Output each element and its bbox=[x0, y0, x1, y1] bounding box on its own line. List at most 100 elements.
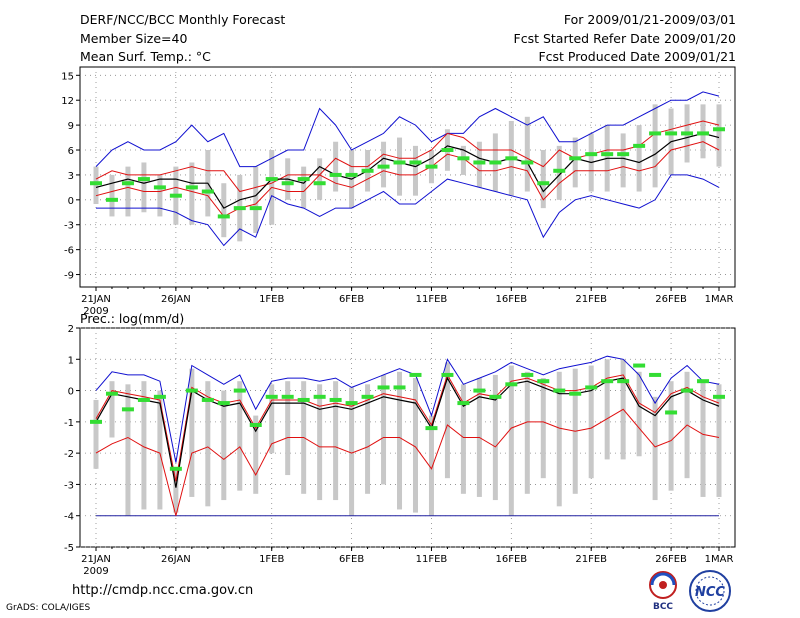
observation-marker bbox=[233, 206, 246, 211]
observation-marker bbox=[297, 397, 310, 402]
observation-marker bbox=[665, 131, 678, 136]
spread-bar bbox=[109, 381, 115, 438]
observation-marker bbox=[697, 379, 710, 384]
spread-bar bbox=[540, 378, 546, 479]
spread-bar bbox=[365, 384, 371, 494]
observation-marker bbox=[281, 181, 294, 186]
spread-bar bbox=[125, 384, 131, 516]
x-tick-label: 16FEB bbox=[496, 554, 528, 565]
series-mean-line bbox=[95, 376, 720, 488]
x-tick-label: 21JAN bbox=[81, 554, 111, 565]
forecast-title: DERF/NCC/BCC Monthly Forecast bbox=[80, 12, 286, 27]
observation-marker bbox=[473, 160, 486, 165]
y-tick-label: -1 bbox=[64, 418, 74, 429]
spread-bar bbox=[221, 390, 227, 501]
spread-bar bbox=[125, 166, 131, 217]
observation-marker bbox=[121, 181, 134, 186]
ncc-logo-text: NCC bbox=[695, 585, 725, 600]
observation-marker bbox=[489, 160, 502, 165]
spread-bar bbox=[460, 384, 466, 494]
observation-marker bbox=[489, 394, 502, 399]
spread-bar bbox=[700, 104, 706, 159]
observation-marker bbox=[569, 156, 582, 161]
spread-bar bbox=[412, 378, 418, 513]
observation-marker bbox=[153, 394, 166, 399]
observation-marker bbox=[90, 181, 102, 186]
spread-bar bbox=[157, 390, 163, 510]
x-tick-label: 6FEB bbox=[339, 554, 364, 565]
produced-date: Fcst Produced Date 2009/01/21 bbox=[538, 49, 736, 64]
spread-bar bbox=[397, 371, 403, 510]
spread-bar bbox=[333, 141, 339, 192]
spread-bar bbox=[381, 374, 387, 485]
spread-bar bbox=[700, 381, 706, 497]
spread-bar bbox=[444, 362, 450, 479]
spread-bar bbox=[269, 384, 275, 454]
spread-bar bbox=[173, 468, 179, 513]
observation-marker bbox=[553, 168, 566, 173]
observation-marker bbox=[409, 160, 422, 165]
spread-bar bbox=[381, 141, 387, 188]
spread-bar bbox=[460, 145, 466, 175]
y-tick-label: 0 bbox=[68, 196, 74, 207]
series-p25-line bbox=[95, 141, 720, 218]
observation-marker bbox=[313, 181, 326, 186]
spread-bar bbox=[716, 384, 722, 497]
spread-bar bbox=[652, 104, 658, 188]
spread-bar bbox=[476, 141, 482, 188]
ncc-logo: NCC bbox=[686, 569, 734, 613]
series-max-line bbox=[95, 91, 720, 168]
spread-bar bbox=[317, 384, 323, 501]
observation-marker bbox=[105, 197, 118, 202]
observation-marker bbox=[697, 131, 710, 136]
observation-marker bbox=[201, 397, 214, 402]
observation-marker bbox=[601, 379, 614, 384]
observation-marker bbox=[377, 164, 390, 169]
panel-temperature: 15 12 9 6 3 0 -3 -6 -9 21JAN 26JAN 1FEB 6FEB 11FEB 16F… bbox=[61, 66, 736, 317]
observation-marker bbox=[681, 388, 694, 393]
observation-marker bbox=[713, 127, 725, 132]
observation-marker bbox=[521, 160, 534, 165]
x-year-label: 2009 bbox=[83, 306, 108, 317]
spread-bar bbox=[317, 158, 323, 200]
spread-bar bbox=[412, 145, 418, 196]
y-tick-label: -3 bbox=[64, 480, 74, 491]
spread-bar bbox=[253, 415, 259, 494]
spread-bar bbox=[349, 387, 355, 516]
observation-marker bbox=[713, 394, 725, 399]
spread-bar bbox=[636, 125, 642, 192]
source-url[interactable]: http://cmdp.ncc.cma.gov.cn bbox=[72, 583, 254, 598]
spread-bar bbox=[205, 381, 211, 507]
refer-date: Fcst Started Refer Date 2009/01/20 bbox=[513, 31, 737, 46]
x-tick-label: 26FEB bbox=[655, 294, 687, 305]
spread-bar bbox=[93, 166, 99, 204]
y-tick-label: 6 bbox=[68, 146, 74, 157]
forecast-period: For 2009/01/21-2009/03/01 bbox=[563, 12, 736, 27]
observation-marker bbox=[265, 177, 278, 182]
observation-marker bbox=[265, 394, 278, 399]
x-tick-label: 1MAR bbox=[705, 554, 734, 565]
observation-marker bbox=[361, 168, 374, 173]
x-year-label: 2009 bbox=[83, 566, 108, 577]
observation-marker bbox=[633, 143, 646, 148]
observation-marker bbox=[505, 382, 518, 387]
x-tick-label: 21FEB bbox=[575, 294, 607, 305]
x-tick-label: 11FEB bbox=[416, 554, 448, 565]
observation-marker bbox=[393, 385, 406, 390]
observation-marker bbox=[665, 410, 678, 415]
spread-bar bbox=[141, 381, 147, 510]
observation-marker bbox=[137, 177, 150, 182]
observation-marker bbox=[649, 131, 662, 136]
y-tick-label: 0 bbox=[68, 387, 74, 398]
observation-marker bbox=[121, 407, 134, 412]
y-tick-label: -3 bbox=[64, 221, 74, 232]
spread-bar bbox=[397, 137, 403, 196]
observation-marker bbox=[233, 388, 246, 393]
y-tick-label: 3 bbox=[68, 171, 74, 182]
spread-bar bbox=[221, 183, 227, 238]
observation-marker bbox=[409, 372, 422, 377]
observation-marker bbox=[90, 419, 102, 424]
observation-marker bbox=[601, 152, 614, 157]
spread-bar bbox=[556, 145, 562, 200]
spread-bar bbox=[556, 371, 562, 507]
